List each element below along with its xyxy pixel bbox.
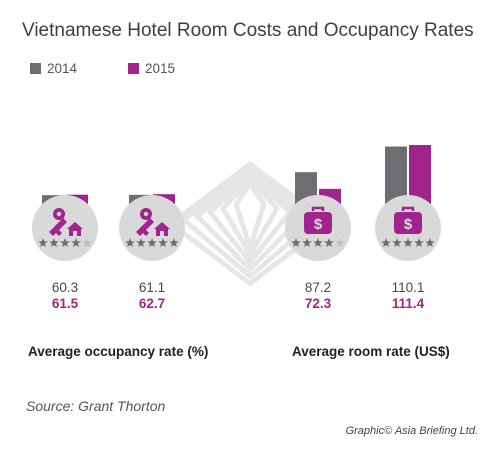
watermark-ring bbox=[219, 176, 281, 260]
key-house-icon bbox=[49, 208, 83, 236]
legend-item-2015: 2015 bbox=[128, 60, 175, 76]
value-label-2014-1: 61.1 bbox=[138, 280, 166, 295]
legend-label-2015: 2015 bbox=[145, 60, 176, 76]
star-icon bbox=[324, 238, 334, 248]
badges-layer: $ $ bbox=[32, 195, 441, 261]
watermark-ring bbox=[193, 168, 307, 273]
star-icon bbox=[136, 238, 146, 248]
bar-2015-3 bbox=[409, 145, 431, 207]
key-house-icon bbox=[136, 208, 170, 236]
star-icon bbox=[381, 238, 391, 248]
graphic-credit: Graphic© Asia Briefing Ltd. bbox=[345, 425, 478, 437]
star-icon bbox=[414, 238, 424, 248]
star-icon bbox=[313, 238, 323, 248]
star-icon bbox=[403, 238, 413, 248]
star-icon bbox=[291, 238, 301, 248]
star-icon bbox=[60, 238, 70, 248]
star-rating-3 bbox=[381, 238, 435, 248]
star-icon bbox=[71, 238, 81, 248]
legend-label-2014: 2014 bbox=[47, 60, 78, 76]
star-icon bbox=[425, 238, 435, 248]
badge-circle-1 bbox=[119, 195, 185, 261]
chart-title: Vietnamese Hotel Room Costs and Occupanc… bbox=[22, 20, 474, 41]
star-icon bbox=[302, 238, 312, 248]
source-note: Source: Grant Thorton bbox=[26, 398, 166, 414]
star-icon bbox=[82, 238, 92, 248]
legend-item-2014: 2014 bbox=[30, 60, 77, 76]
group-label-occupancy: Average occupancy rate (%) bbox=[28, 344, 209, 359]
value-label-2015-0: 61.5 bbox=[51, 296, 79, 311]
star-icon bbox=[38, 238, 48, 248]
star-icon bbox=[147, 238, 157, 248]
value-label-2015-1: 62.7 bbox=[138, 296, 166, 311]
legend-swatch-2015 bbox=[128, 62, 139, 74]
star-rating-2 bbox=[291, 238, 345, 248]
svg-text:$: $ bbox=[404, 216, 413, 233]
watermark-ring bbox=[206, 172, 294, 267]
star-icon bbox=[169, 238, 179, 248]
badge-circle-0 bbox=[32, 195, 98, 261]
value-label-2014-3: 110.1 bbox=[391, 280, 425, 295]
star-icon bbox=[158, 238, 168, 248]
star-icon bbox=[49, 238, 59, 248]
legend-swatch-2014 bbox=[30, 62, 41, 74]
bar-2014-3 bbox=[385, 146, 407, 207]
star-rating-1 bbox=[125, 238, 179, 248]
money-bag-icon: $ bbox=[304, 206, 332, 234]
value-label-2014-2: 87.2 bbox=[304, 280, 332, 295]
value-label-2015-3: 111.4 bbox=[391, 296, 425, 311]
value-label-2014-0: 60.3 bbox=[51, 280, 79, 295]
star-icon bbox=[125, 238, 135, 248]
star-rating-0 bbox=[38, 238, 92, 248]
star-icon bbox=[392, 238, 402, 248]
svg-text:$: $ bbox=[314, 216, 323, 233]
group-label-room-rate: Average room rate (US$) bbox=[292, 344, 450, 359]
value-label-2015-2: 72.3 bbox=[304, 296, 332, 311]
watermark-ring bbox=[233, 179, 267, 256]
star-icon bbox=[335, 238, 345, 248]
watermark-ring bbox=[180, 164, 320, 280]
money-bag-icon: $ bbox=[394, 206, 422, 234]
